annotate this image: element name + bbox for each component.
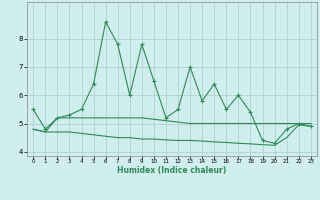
X-axis label: Humidex (Indice chaleur): Humidex (Indice chaleur)	[117, 166, 227, 175]
